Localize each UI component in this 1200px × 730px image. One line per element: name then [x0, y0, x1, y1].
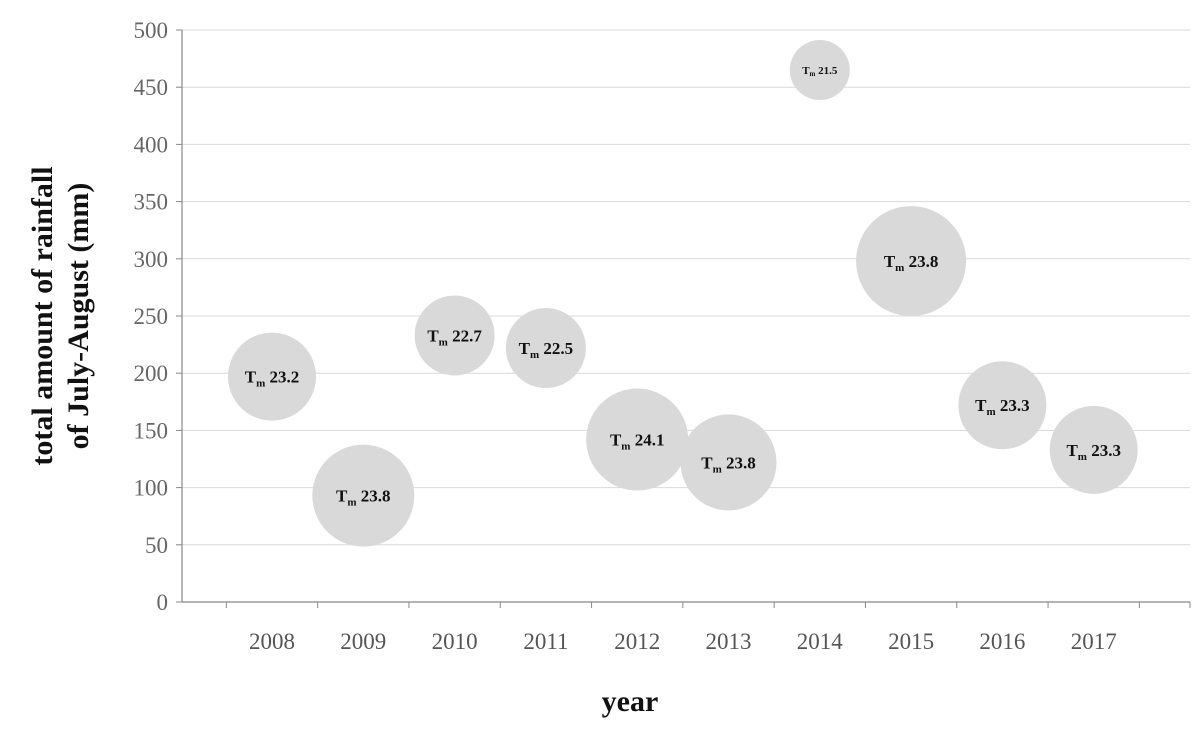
- bubble: [505, 308, 586, 389]
- bubble-point: Tm 21.5: [789, 40, 850, 101]
- bubble: [414, 295, 495, 376]
- y-tick-label: 500: [134, 18, 169, 43]
- bubble-label: Tm 23.2: [245, 368, 300, 390]
- x-axis-title: year: [602, 685, 659, 718]
- bubble-label: Tm 23.8: [884, 252, 939, 274]
- bubble: [228, 332, 316, 421]
- x-tick-label: 2015: [888, 629, 934, 654]
- y-tick-label: 400: [134, 132, 169, 157]
- y-tick-label: 0: [157, 590, 169, 615]
- bubble-point: Tm 24.1: [586, 388, 689, 491]
- y-tick-label: 350: [134, 190, 169, 215]
- bubble-label: Tm 23.3: [1066, 441, 1121, 463]
- bubble: [312, 444, 415, 547]
- y-axis-ticks: 0 50 100 150 200 250 300 350 400 450 500: [134, 18, 182, 615]
- bubble: [586, 388, 689, 491]
- y-tick-label: 150: [134, 418, 169, 443]
- bubble-label: Tm 22.5: [519, 339, 574, 361]
- bubble-label: Tm 22.7: [427, 326, 482, 348]
- bubble: [789, 40, 850, 101]
- bubble-label: Tm 23.3: [975, 396, 1030, 418]
- bubble-label: Tm 24.1: [610, 431, 665, 453]
- y-axis-title-line-1: total amount of rainfall: [26, 166, 59, 465]
- bubble-label: Tm 21.5: [802, 65, 838, 78]
- bubble-point: Tm 23.8: [680, 414, 777, 511]
- bubble-point: Tm 23.8: [312, 444, 415, 547]
- x-axis-ticks: 2008 2009 2010 2011 2012 2013 2014 2015 2016 2017: [225, 602, 1191, 654]
- y-tick-label: 450: [134, 75, 169, 100]
- x-tick-label: 2011: [523, 629, 568, 654]
- bubble: [856, 206, 967, 317]
- bubbles: Tm 23.2 Tm 23.8 Tm 22.7 Tm 22.5 Tm 24.1 Tm 23…: [228, 40, 1138, 547]
- bubble-point: Tm 22.5: [505, 308, 586, 389]
- y-tick-label: 100: [134, 476, 169, 501]
- x-tick-label: 2010: [432, 629, 478, 654]
- x-tick-label: 2017: [1071, 629, 1117, 654]
- x-tick-label: 2008: [249, 629, 295, 654]
- bubble-point: Tm 23.3: [958, 361, 1047, 450]
- bubble: [680, 414, 777, 511]
- y-axis-title-line-2: of July-August (mm): [62, 183, 95, 450]
- bubble: [958, 361, 1047, 450]
- bubble-label: Tm 23.8: [336, 487, 391, 509]
- bubble: [1049, 405, 1138, 494]
- x-tick-label: 2009: [340, 629, 386, 654]
- x-tick-label: 2014: [797, 629, 844, 654]
- bubble-point: Tm 22.7: [414, 295, 495, 376]
- bubble-point: Tm 23.8: [856, 206, 967, 317]
- bubble-point: Tm 23.3: [1049, 405, 1138, 494]
- y-tick-label: 200: [134, 361, 169, 386]
- y-tick-label: 250: [134, 304, 169, 329]
- x-tick-label: 2013: [706, 629, 752, 654]
- x-tick-label: 2016: [979, 629, 1025, 654]
- y-tick-label: 300: [134, 247, 169, 272]
- bubble-label: Tm 23.8: [701, 453, 756, 475]
- bubble-point: Tm 23.2: [228, 332, 316, 421]
- x-tick-label: 2012: [614, 629, 660, 654]
- y-tick-label: 50: [145, 533, 168, 558]
